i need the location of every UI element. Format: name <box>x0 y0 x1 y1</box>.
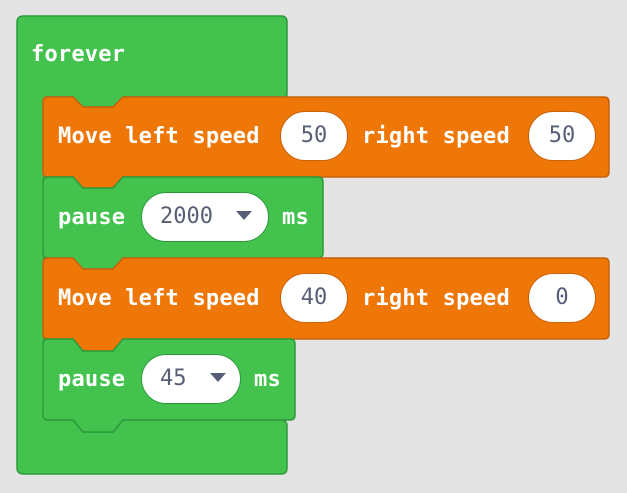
pause-2-duration-value: 45 <box>160 366 187 391</box>
move-1-right-speed-input[interactable]: 50 <box>528 111 596 161</box>
move-1-left-speed-input[interactable]: 50 <box>280 111 348 161</box>
pause-2-duration-dropdown[interactable]: 45 <box>141 354 241 404</box>
move-2-left-label: Move left speed <box>58 286 260 311</box>
pause-1-duration-value: 2000 <box>160 204 213 229</box>
pause-1-unit: ms <box>282 205 309 230</box>
pause-2-label: pause <box>58 367 126 392</box>
move-1-right-speed-value: 50 <box>548 123 576 148</box>
pause-2-unit: ms <box>254 367 281 392</box>
move-1-right-label: right speed <box>362 124 510 149</box>
pause-1-label: pause <box>58 205 126 230</box>
move-2-right-speed-input[interactable]: 0 <box>528 273 596 323</box>
move-2-left-speed-value: 40 <box>300 285 328 310</box>
forever-label: forever <box>31 42 126 67</box>
move-2-right-label: right speed <box>362 286 510 311</box>
pause-1-duration-dropdown[interactable]: 2000 <box>141 192 269 242</box>
move-1-left-label: Move left speed <box>58 124 260 149</box>
move-2-left-speed-input[interactable]: 40 <box>280 273 348 323</box>
chevron-down-icon <box>209 372 226 382</box>
move-2-right-speed-value: 0 <box>555 285 569 310</box>
chevron-down-icon <box>236 210 253 220</box>
move-1-left-speed-value: 50 <box>300 123 328 148</box>
